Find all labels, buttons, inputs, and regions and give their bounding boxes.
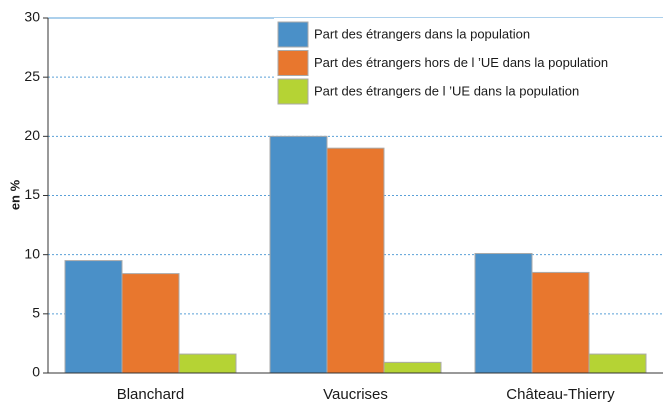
bar <box>121 273 180 374</box>
x-tick-label: Blanchard <box>117 386 185 403</box>
legend-label: Part des étrangers dans la population <box>314 26 530 41</box>
legend-label: Part des étrangers hors de l ’UE dans la… <box>314 55 608 70</box>
bar <box>588 353 647 374</box>
y-tick-label: 15 <box>24 186 40 202</box>
y-tick-label: 30 <box>24 9 40 25</box>
bar <box>474 252 533 374</box>
y-axis-label: en % <box>7 179 22 210</box>
bar <box>326 147 385 374</box>
x-tick-label: Vaucrises <box>323 386 388 403</box>
y-tick-label: 10 <box>24 245 40 261</box>
bar <box>178 353 237 374</box>
y-tick-label: 5 <box>32 305 40 321</box>
bar <box>64 260 123 374</box>
legend-swatch <box>277 21 309 48</box>
bar <box>269 135 328 374</box>
y-tick-label: 20 <box>24 127 40 143</box>
bar <box>531 271 590 374</box>
legend-swatch <box>277 50 309 76</box>
x-tick-label: Château-Thierry <box>506 386 615 403</box>
legend-background <box>274 18 663 108</box>
y-tick-label: 25 <box>24 68 40 84</box>
bar <box>383 361 442 374</box>
legend-swatch <box>277 78 309 105</box>
legend-label: Part des étrangers de l ’UE dans la popu… <box>314 83 579 98</box>
y-tick-label: 0 <box>32 364 40 380</box>
